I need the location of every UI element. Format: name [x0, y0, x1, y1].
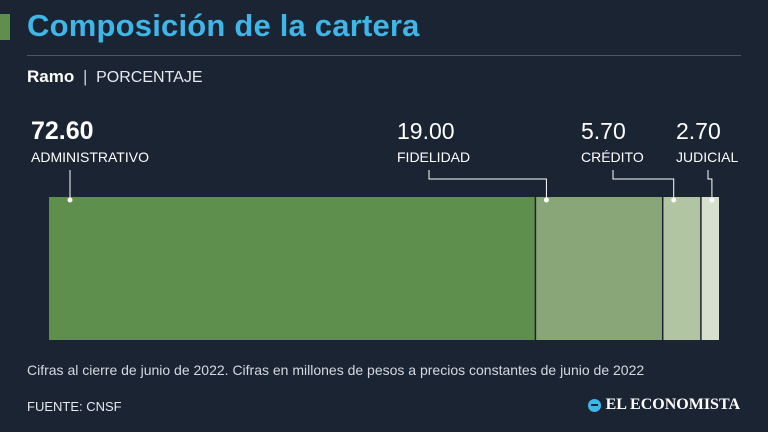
chart-source: FUENTE: CNSF — [27, 399, 122, 414]
chart-title: Composición de la cartera — [27, 8, 420, 43]
subtitle-unit: PORCENTAJE — [96, 69, 203, 86]
subtitle-separator: | — [82, 67, 88, 86]
brand-logo: EL ECONOMISTA — [587, 396, 740, 414]
brand-name: EL ECONOMISTA — [605, 396, 740, 413]
category-label-3: JUDICIAL — [676, 149, 738, 165]
bar-segment-3 — [700, 197, 719, 340]
bar-segment-1 — [535, 197, 663, 340]
value-label-1: 19.00 — [397, 118, 455, 144]
accent-bar — [0, 14, 10, 40]
category-label-0: ADMINISTRATIVO — [31, 149, 149, 165]
title-divider — [27, 55, 741, 56]
bar-segment-2 — [662, 197, 701, 340]
value-label-2: 5.70 — [581, 118, 626, 144]
chart-footnote: Cifras al cierre de junio de 2022. Cifra… — [27, 362, 645, 378]
leader-line-1 — [428, 170, 547, 200]
subtitle-category: Ramo — [27, 67, 75, 86]
brand-icon — [587, 398, 601, 412]
leader-line-2 — [612, 170, 675, 200]
bar-segment-0 — [49, 197, 536, 340]
category-label-2: CRÉDITO — [581, 149, 644, 165]
chart-subtitle: Ramo | PORCENTAJE — [27, 67, 203, 87]
value-label-3: 2.70 — [676, 118, 721, 144]
value-label-0: 72.60 — [31, 117, 94, 145]
category-label-1: FIDELIDAD — [397, 149, 470, 165]
leader-line-3 — [707, 170, 713, 200]
